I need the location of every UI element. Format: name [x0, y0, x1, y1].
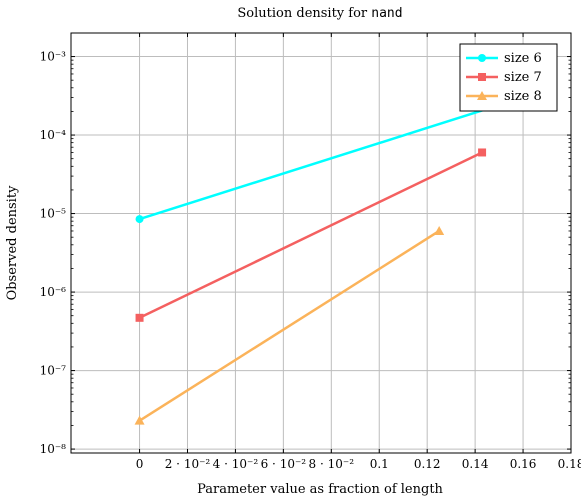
series-2 — [135, 148, 487, 322]
legend-marker — [478, 54, 486, 62]
x-tick-label: 0.16 — [510, 457, 537, 471]
legend-label: size 7 — [504, 70, 542, 85]
y-axis-label: Observed density — [5, 185, 20, 300]
legend-marker — [477, 91, 487, 100]
legend-label: size 6 — [504, 51, 542, 66]
series-line — [139, 151, 483, 319]
series-line — [139, 91, 540, 221]
series-3 — [134, 225, 445, 425]
x-tick-label: 0 — [136, 457, 144, 471]
y-tick-label: 10⁻⁷ — [40, 364, 67, 378]
legend-label: size 8 — [504, 89, 542, 104]
y-tick-label: 10⁻³ — [40, 50, 67, 64]
series-line — [138, 229, 440, 422]
data-point — [135, 215, 144, 224]
legend-marker — [478, 73, 486, 81]
y-tick-label: 10⁻⁶ — [40, 285, 67, 299]
x-tick-label: 6 · 10⁻² — [261, 457, 307, 471]
data-point — [434, 225, 445, 235]
plot-frame — [70, 32, 572, 454]
x-tick-label: 4 · 10⁻² — [213, 457, 259, 471]
y-tick-label: 10⁻⁸ — [40, 442, 67, 456]
grid — [71, 33, 572, 453]
y-tick-label: 10⁻⁴ — [40, 128, 67, 142]
data-point — [478, 148, 487, 157]
x-tick-label: 0.14 — [462, 457, 489, 471]
data-point — [134, 415, 145, 425]
x-axis-label: Parameter value as fraction of length — [197, 482, 443, 497]
data-point — [135, 313, 144, 322]
legend: size 6 size 7 size 8 — [459, 43, 558, 112]
x-tick-label: 8 · 10⁻² — [309, 457, 355, 471]
x-tick-label: 0.12 — [414, 457, 441, 471]
series-layer — [134, 88, 544, 425]
x-tick-label: 0.1 — [370, 457, 389, 471]
x-tick-label: 2 · 10⁻² — [165, 457, 211, 471]
x-tick-label: 0.18 — [558, 457, 581, 471]
y-tick-label: 10⁻⁵ — [40, 207, 67, 221]
chart-title: Solution density for nand — [237, 6, 402, 21]
